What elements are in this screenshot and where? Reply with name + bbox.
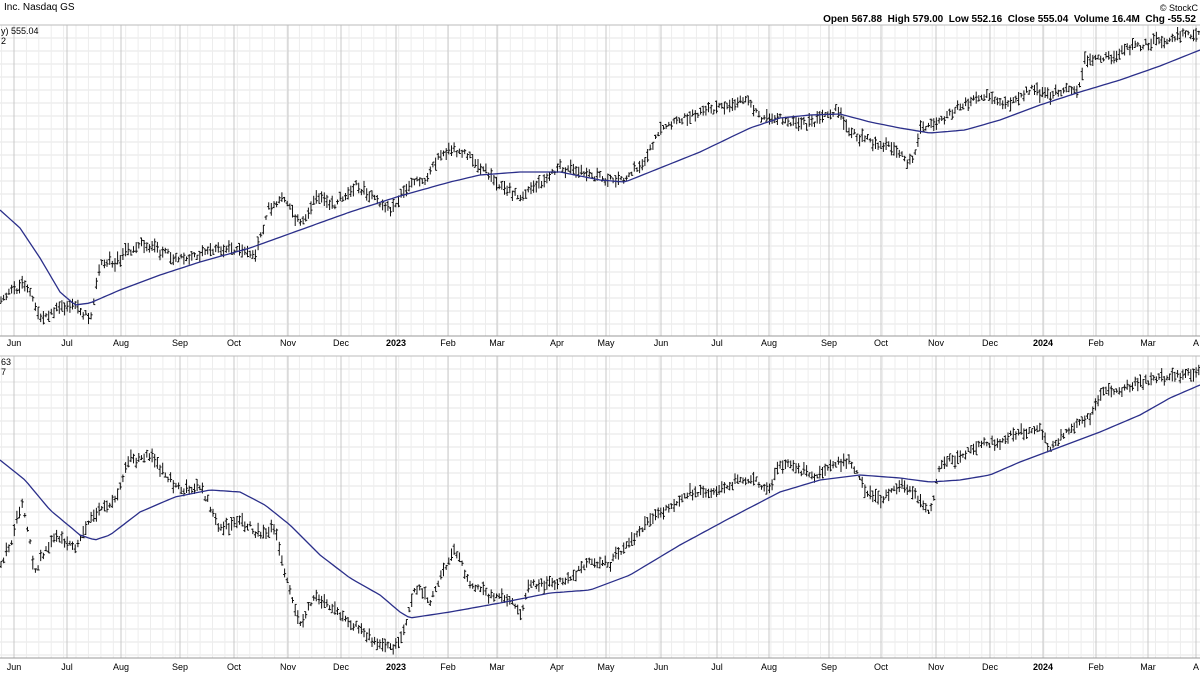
x-tick-label: Mar (489, 662, 505, 672)
x-tick-label: Aug (113, 662, 129, 672)
ohlc-volume-value: 16.4M (1112, 14, 1140, 25)
x-tick-label: Feb (1088, 662, 1104, 672)
ohlc-high-value: 579.00 (912, 14, 944, 25)
moving-average-line (0, 384, 1200, 619)
x-tick-label: Jun (7, 662, 22, 672)
price-bars (0, 27, 1200, 325)
x-tick-label: Sep (172, 662, 188, 672)
x-tick-label: Jun (654, 662, 669, 672)
x-tick-label: Sep (821, 662, 837, 672)
x-tick-label: Nov (280, 338, 297, 348)
panel-top: Jun Jul Aug Sep Oct Nov Dec 2023 Feb Mar Apr May Jun… (0, 24, 1200, 348)
panel-bottom: Jun Jul Aug Sep Oct Nov Dec 2023 Feb Mar Apr May Jun… (0, 355, 1200, 672)
x-tick-label: Mar (489, 338, 505, 348)
x-tick-label: Dec (333, 338, 350, 348)
x-tick-label: May (597, 338, 615, 348)
copyright-label: © StockC (1159, 3, 1198, 13)
x-tick-label: Nov (280, 662, 297, 672)
x-tick-label: Oct (874, 662, 889, 672)
x-tick-label: Oct (874, 338, 889, 348)
x-tick-label: Apr (550, 338, 564, 348)
x-tick-label: Dec (982, 338, 999, 348)
symbol-label: Inc. Nasdaq GS (4, 2, 75, 13)
ohlc-chg-label: Chg (1145, 14, 1165, 25)
x-tick-label: May (597, 662, 615, 672)
legend-entry: 2 (1, 36, 6, 46)
legend-entry: 7 (1, 367, 6, 377)
x-tick-label: 2024 (1033, 338, 1053, 348)
x-tick-label: Jul (61, 338, 73, 348)
x-tick-label: Aug (761, 338, 777, 348)
x-tick-label: Dec (982, 662, 999, 672)
ohlc-open-value: 567.88 (851, 14, 883, 25)
x-tick-label: A (1193, 662, 1199, 672)
x-tick-label: Oct (227, 662, 242, 672)
x-tick-label: Nov (928, 338, 945, 348)
x-tick-label: Jul (711, 662, 723, 672)
ohlc-close-value: 555.04 (1037, 14, 1069, 25)
ohlc-chg-value: -55.52 (1167, 14, 1196, 25)
ohlc-low-value: 552.16 (971, 14, 1003, 25)
ohlc-close-label: Close (1007, 14, 1035, 25)
x-tick-label: Dec (333, 662, 350, 672)
x-tick-label: Feb (440, 662, 456, 672)
x-tick-label: A (1193, 338, 1199, 348)
x-tick-label: Jun (654, 338, 669, 348)
x-tick-label: Mar (1140, 662, 1156, 672)
moving-average-line (0, 49, 1200, 306)
x-tick-label: 2024 (1033, 662, 1053, 672)
x-tick-label: Oct (227, 338, 242, 348)
x-tick-label: Mar (1140, 338, 1156, 348)
x-tick-label: Jul (711, 338, 723, 348)
ohlc-low-label: Low (948, 14, 969, 25)
x-tick-label: Aug (761, 662, 777, 672)
x-tick-label: Aug (113, 338, 129, 348)
ohlc-high-label: High (887, 14, 910, 25)
price-bars (0, 364, 1200, 655)
ohlc-readout: Open 567.88 High 579.00 Low 552.16 Close… (823, 14, 1196, 26)
x-tick-label: Sep (821, 338, 837, 348)
x-tick-label: Feb (1088, 338, 1104, 348)
x-tick-label: Sep (172, 338, 188, 348)
legend-entry: y) 555.04 (1, 26, 39, 36)
ohlc-volume-label: Volume (1073, 14, 1110, 25)
x-tick-label: 2023 (386, 338, 406, 348)
x-tick-label: Jul (61, 662, 73, 672)
x-tick-label: Apr (550, 662, 564, 672)
x-tick-label: Nov (928, 662, 945, 672)
x-tick-label: Jun (7, 338, 22, 348)
legend-entry: 63 (1, 357, 11, 367)
x-tick-label: 2023 (386, 662, 406, 672)
x-tick-label: Feb (440, 338, 456, 348)
ohlc-open-label: Open (823, 14, 849, 25)
